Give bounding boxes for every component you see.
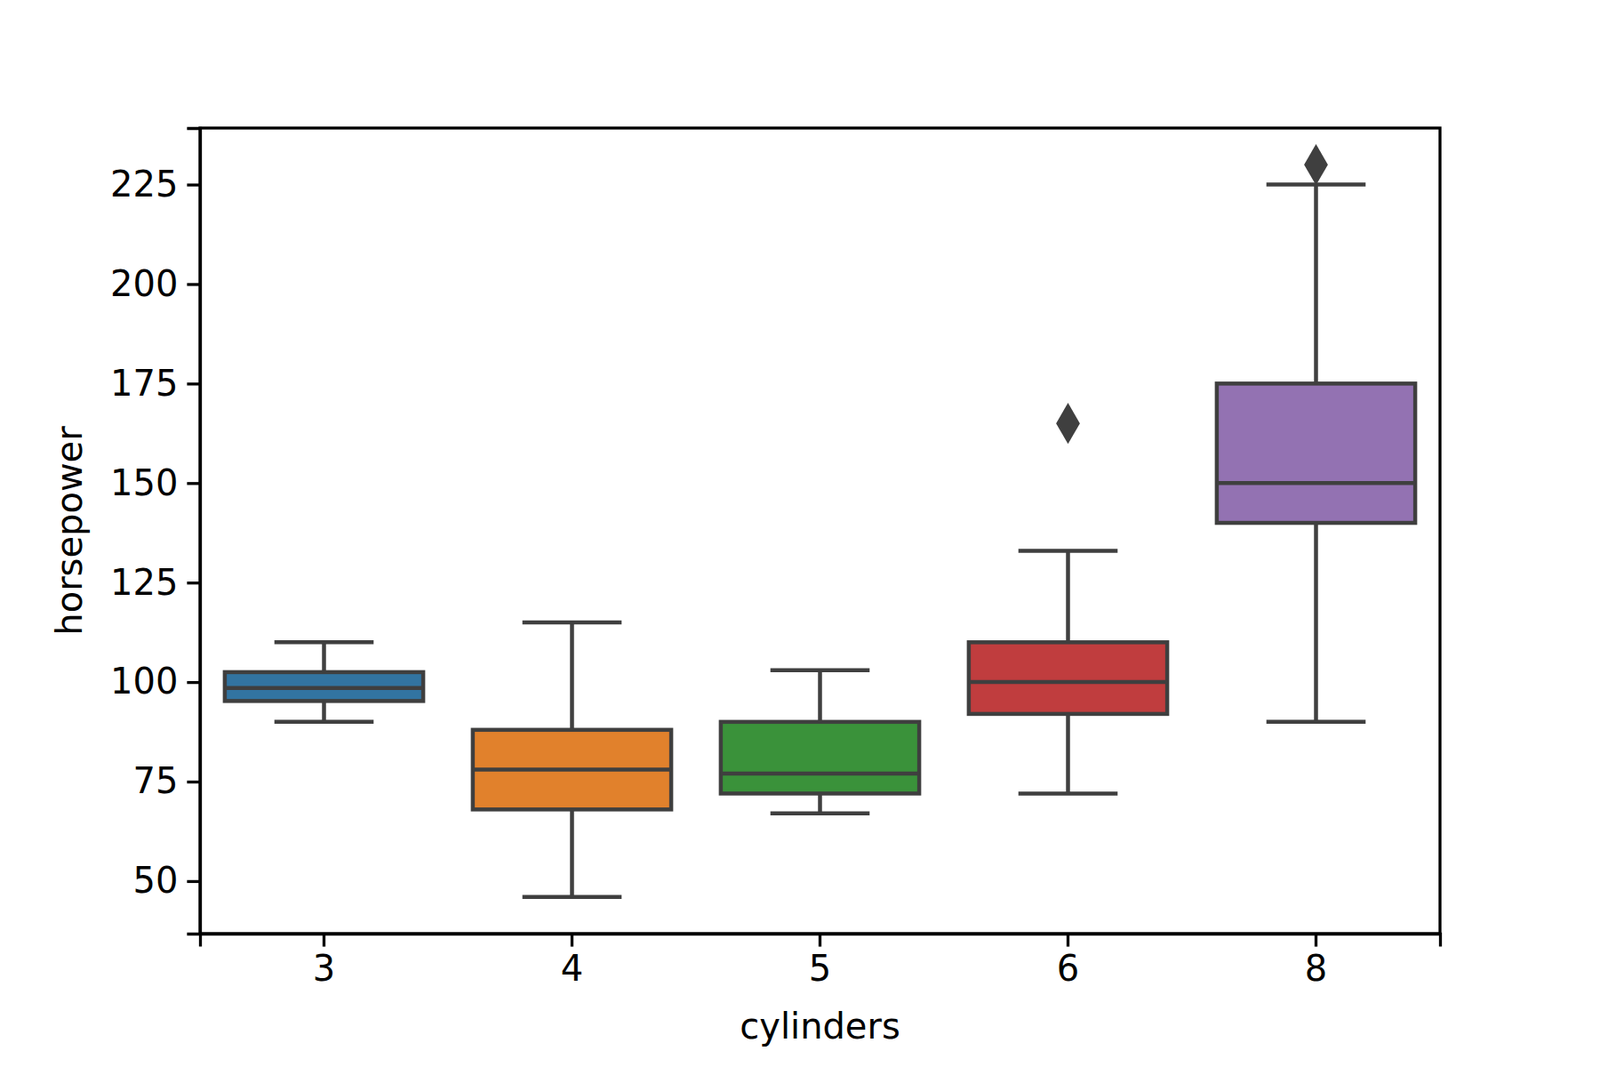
lower-cap [274, 720, 375, 725]
axis-line [200, 934, 1441, 947]
box-group [224, 641, 424, 722]
box [968, 641, 1168, 714]
box [720, 721, 920, 794]
chart: 3 4 5 6 8 50 75 100 125 150 175 200 225 cylinders hors… [0, 0, 1600, 1067]
y-axis-title: horsepower [48, 425, 90, 636]
y-tick: 225 [110, 163, 200, 205]
upper-cap [1018, 548, 1119, 553]
outlier [1056, 402, 1080, 444]
x-tick-label: 4 [560, 947, 584, 989]
box [472, 729, 672, 810]
y-tick: 75 [132, 760, 200, 801]
y-tick-label: 125 [110, 560, 178, 602]
y-tick-label: 150 [110, 462, 178, 504]
plot-frame [200, 128, 1440, 934]
y-tick-mark [186, 481, 200, 485]
lower-whisker [321, 700, 327, 722]
axis-line [186, 128, 200, 935]
y-tick-mark [186, 581, 200, 584]
lower-whisker [817, 792, 823, 813]
y-tick-mark [186, 680, 200, 684]
y-tick: 200 [110, 263, 200, 304]
y-tick-label: 200 [110, 263, 178, 304]
y-tick-mark [186, 282, 200, 286]
x-tick-label: 5 [808, 947, 832, 989]
y-tick: 50 [132, 859, 200, 901]
plot-area: 3 4 5 6 8 50 75 100 125 150 175 200 225 [110, 128, 1440, 989]
box-group [720, 670, 920, 814]
upper-cap [522, 620, 623, 625]
boxes [224, 144, 1416, 897]
x-axis-title: cylinders [739, 1005, 901, 1047]
x-tick: 6 [1056, 933, 1080, 989]
y-tick-label: 175 [110, 362, 178, 404]
y-tick-mark [186, 183, 200, 186]
x-tick-label: 3 [312, 947, 336, 989]
x-tick-mark [322, 933, 326, 947]
y-tick-label: 50 [132, 859, 178, 901]
upper-whisker [1313, 184, 1319, 384]
y-tick-mark [186, 382, 200, 385]
lower-whisker [1313, 522, 1319, 722]
y-axis: 50 75 100 125 150 175 200 225 [110, 128, 200, 935]
lower-cap [1266, 720, 1367, 725]
upper-cap [770, 667, 871, 672]
x-axis: 3 4 5 6 8 [200, 933, 1441, 989]
x-tick: 5 [808, 933, 832, 989]
x-tick: 8 [1304, 933, 1328, 989]
x-tick-mark [1066, 933, 1070, 947]
lower-whisker [1065, 713, 1071, 794]
x-tick: 4 [560, 933, 584, 989]
lower-cap [1018, 791, 1119, 796]
y-tick-label: 100 [110, 660, 178, 702]
box-group [968, 402, 1168, 793]
lower-cap [522, 895, 623, 900]
median [224, 686, 424, 691]
upper-whisker [1065, 550, 1071, 642]
upper-whisker [321, 641, 327, 672]
y-tick: 150 [110, 462, 200, 504]
median [720, 771, 920, 776]
y-tick-mark [186, 880, 200, 883]
x-tick-mark [818, 933, 822, 947]
y-tick: 125 [110, 560, 200, 602]
y-tick-label: 225 [110, 163, 178, 205]
x-tick-label: 6 [1056, 947, 1080, 989]
lower-cap [770, 811, 871, 816]
y-tick-label: 75 [132, 760, 178, 801]
box [1216, 383, 1416, 523]
lower-whisker [569, 808, 575, 896]
box-group [1216, 144, 1416, 722]
x-tick: 3 [312, 933, 336, 989]
x-tick-mark [1314, 933, 1318, 947]
median [1216, 480, 1416, 486]
x-tick-mark [570, 933, 574, 947]
median [472, 767, 672, 772]
upper-cap [274, 640, 375, 645]
x-tick-label: 8 [1304, 947, 1328, 989]
y-tick: 100 [110, 660, 200, 702]
box [224, 672, 424, 701]
upper-whisker [817, 670, 823, 722]
outlier [1304, 144, 1328, 185]
y-tick-mark [186, 780, 200, 784]
y-tick: 175 [110, 362, 200, 404]
box-group [472, 622, 672, 897]
median [968, 680, 1168, 685]
upper-whisker [569, 622, 575, 730]
